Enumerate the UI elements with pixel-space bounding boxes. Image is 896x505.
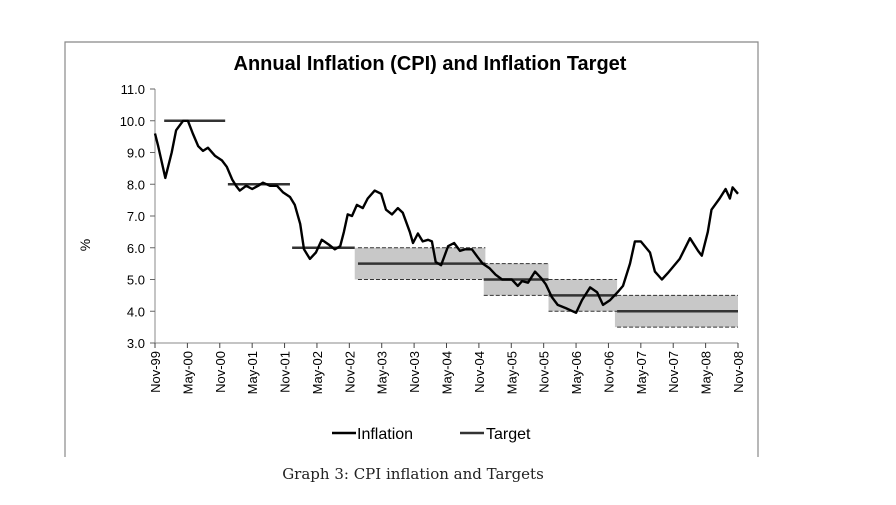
chart-title: Annual Inflation (CPI) and Inflation Tar…	[234, 53, 627, 75]
x-tick-label: Nov-04	[472, 351, 487, 393]
x-tick-label: May-07	[634, 351, 649, 394]
x-tick-label: May-02	[310, 351, 325, 394]
y-tick-label: 5.0	[127, 273, 145, 288]
x-tick-label: May-04	[440, 351, 455, 394]
x-tick-label: Nov-00	[213, 351, 228, 393]
x-tick-label: Nov-01	[278, 351, 293, 393]
x-tick-label: May-08	[699, 351, 714, 394]
x-tick-label: May-03	[375, 351, 390, 394]
y-tick-label: 7.0	[127, 209, 145, 224]
x-tick-label: Nov-05	[537, 351, 552, 393]
chart-frame	[64, 41, 759, 457]
legend: Inflation Target	[332, 426, 531, 443]
x-tick-label: Nov-99	[148, 351, 163, 393]
y-axis-label: %	[77, 239, 93, 251]
x-tick-label: May-01	[245, 351, 260, 394]
legend-inflation-label: Inflation	[357, 426, 413, 443]
x-tick-label: May-05	[504, 351, 519, 394]
x-tick-label: Nov-06	[601, 351, 616, 393]
inflation-line	[153, 119, 739, 314]
y-tick-label: 3.0	[127, 336, 145, 351]
x-tick-label: Nov-08	[731, 351, 746, 393]
y-tick-label: 11.0	[121, 82, 145, 97]
x-tick-label: May-06	[569, 351, 584, 394]
x-tick-label: May-00	[180, 351, 195, 394]
y-tick-label: 10.0	[120, 114, 145, 129]
y-tick-label: 9.0	[127, 146, 145, 161]
figure-caption: Graph 3: CPI inflation and Targets	[282, 465, 544, 483]
x-tick-label: Nov-02	[342, 351, 357, 393]
y-tick-label: 4.0	[127, 304, 145, 319]
y-tick-label: 8.0	[127, 177, 145, 192]
x-tick-label: Nov-03	[407, 351, 422, 393]
y-tick-label: 6.0	[127, 241, 145, 256]
legend-target-label: Target	[486, 426, 531, 443]
x-tick-label: Nov-07	[666, 351, 681, 393]
